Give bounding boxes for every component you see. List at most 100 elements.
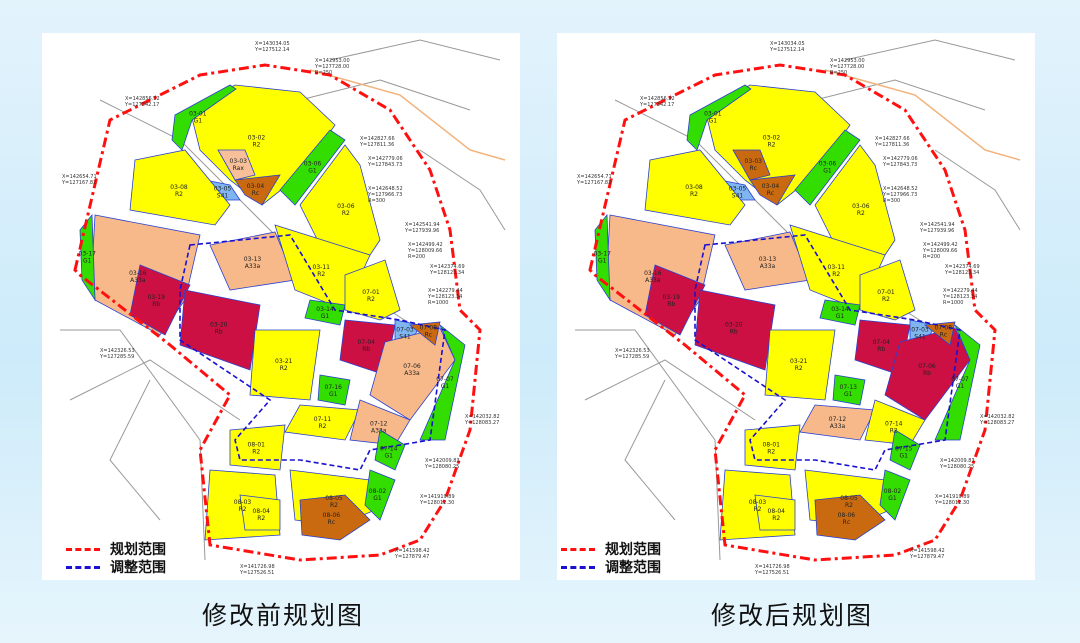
coordinate-label: R=300 xyxy=(883,198,900,204)
coordinate-annotation: X=142279.44Y=128123.34R=1000 xyxy=(427,288,463,306)
coordinate-annotation: X=142499.42Y=128009.66R=200 xyxy=(407,242,443,260)
parcel-use-label: G1 xyxy=(83,257,92,264)
parcel-08-01[interactable] xyxy=(229,424,286,471)
parcel-03-06[interactable] xyxy=(279,129,346,206)
parcel-08-04[interactable] xyxy=(754,494,796,531)
parcel-03-21[interactable] xyxy=(249,329,321,401)
parcel-07-12[interactable] xyxy=(799,404,876,441)
parcel-03-14[interactable] xyxy=(819,299,861,326)
parcel-03-06[interactable] xyxy=(794,129,861,206)
parcel-08-06[interactable] xyxy=(299,494,371,541)
parcel-03-19[interactable] xyxy=(644,264,706,336)
parcel-07-08[interactable] xyxy=(923,321,956,346)
coordinate-label: X=142279.44 xyxy=(943,288,978,294)
coordinate-label: Y=128009.66 xyxy=(407,248,442,254)
parcel-code-label: 07-04 xyxy=(873,339,891,346)
parcel-use-label: A33a xyxy=(245,263,261,270)
road-line xyxy=(814,79,986,111)
caption-before: 修改前规划图 xyxy=(202,601,365,630)
coordinate-label: Y=127939.96 xyxy=(919,228,954,234)
parcel-code-label: 07-08 xyxy=(935,325,953,332)
coordinate-annotation: X=142541.94Y=127939.96 xyxy=(919,222,955,234)
parcel-03-04[interactable] xyxy=(749,174,796,206)
parcel-use-label: G1 xyxy=(836,313,845,320)
parcel-08-01[interactable] xyxy=(744,424,801,471)
parcel-use-label: R2 xyxy=(239,506,247,513)
parcel-07-07[interactable] xyxy=(419,324,466,441)
parcel-code-label: 03-05 xyxy=(729,185,747,192)
parcel-07-13[interactable] xyxy=(832,374,866,406)
parcel-03-03[interactable] xyxy=(732,149,771,181)
parcel-code-label: 03-02 xyxy=(763,134,781,141)
parcel-use-label: R2 xyxy=(772,515,780,522)
road-line xyxy=(575,329,721,561)
parcel-07-08[interactable] xyxy=(408,321,441,346)
parcel-code-label: 03-20 xyxy=(210,322,228,329)
parcel-08-06[interactable] xyxy=(814,494,886,541)
parcel-code-label: 03-16 xyxy=(129,270,147,277)
parcel-code-label: 03-06 xyxy=(852,203,870,210)
parcel-code-label: 07-07 xyxy=(436,376,454,383)
parcel-use-label: S41 xyxy=(217,192,229,199)
coordinate-annotation: X=141726.98Y=127526.51 xyxy=(754,564,790,576)
parcel-08-02[interactable] xyxy=(364,469,396,521)
parcel-code-label: 03-20 xyxy=(725,322,743,329)
parcel-07-07[interactable] xyxy=(934,324,981,441)
parcel-03-19[interactable] xyxy=(129,264,191,336)
parcel-03-08[interactable] xyxy=(129,149,231,226)
coordinate-annotation: X=143034.05Y=127512.14 xyxy=(254,41,290,53)
parcel-code-label: 03-04 xyxy=(247,183,265,190)
parcel-code-label: 03-01 xyxy=(704,111,722,118)
parcel-use-label: A33a xyxy=(371,427,387,434)
parcel-07-16[interactable] xyxy=(317,374,351,406)
coordinate-label: X=142654.71 xyxy=(577,174,612,180)
coordinate-label: Y=127342.17 xyxy=(124,102,159,108)
adjustment-boundary xyxy=(179,234,446,471)
parcel-07-01[interactable] xyxy=(344,259,401,321)
parcel-code-label: 08-04 xyxy=(253,508,271,515)
parcel-07-11[interactable] xyxy=(284,404,361,441)
parcel-03-01[interactable] xyxy=(171,84,237,151)
planning-boundary xyxy=(588,63,997,562)
coordinate-annotation: X=142279.44Y=128123.34R=1000 xyxy=(942,288,978,306)
parcel-03-03[interactable] xyxy=(217,149,256,181)
parcel-03-14[interactable] xyxy=(304,299,346,326)
parcel-07-14[interactable] xyxy=(374,429,406,471)
parcel-code-label: 03-14 xyxy=(831,306,849,313)
parcel-use-label: Rb xyxy=(667,301,675,308)
parcel-use-label: Rc xyxy=(767,190,774,197)
parcel-03-04[interactable] xyxy=(234,174,281,206)
coordinate-label: X=142654.71 xyxy=(62,174,97,180)
parcel-03-01[interactable] xyxy=(686,84,752,151)
parcel-03-21[interactable] xyxy=(764,329,836,401)
parcel-code-label: 03-19 xyxy=(663,294,681,301)
parcel-03-20[interactable] xyxy=(179,289,261,371)
parcel-03-20[interactable] xyxy=(694,289,776,371)
parcel-07-01[interactable] xyxy=(859,259,916,321)
coordinate-label: Y=127811.36 xyxy=(359,142,394,148)
parcel-08-04[interactable] xyxy=(239,494,281,531)
coordinate-annotation: X=142654.71Y=127167.82 xyxy=(61,174,97,186)
coordinate-label: Y=127512.14 xyxy=(254,47,289,53)
parcel-03-08[interactable] xyxy=(644,149,746,226)
parcel-08-02[interactable] xyxy=(879,469,911,521)
parcel-07-15[interactable] xyxy=(889,429,921,471)
